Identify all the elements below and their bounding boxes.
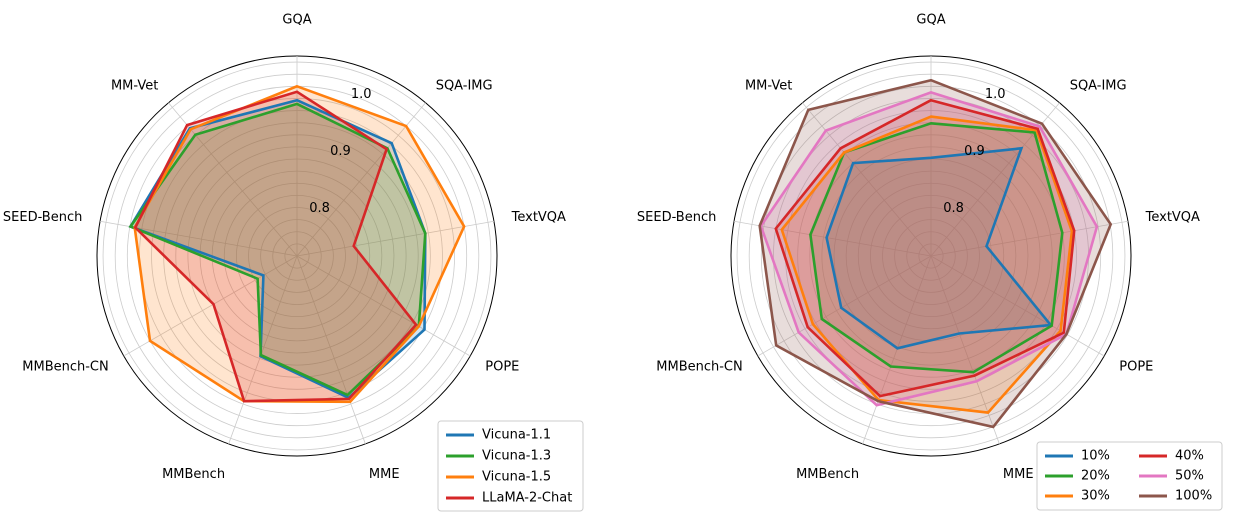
axis-label: POPE xyxy=(1119,360,1153,375)
series xyxy=(128,84,466,404)
radar-chart-2: 0.8 0.9 1.0 GQA SQA-IMG TextVQA POPE MME MMBench… xyxy=(637,13,1223,511)
spoke xyxy=(123,255,298,357)
radial-tick-label: 0.9 xyxy=(964,144,985,159)
axis-labels: GQA SQA-IMG TextVQA POPE MME MMBench MMBench-C… xyxy=(3,13,566,483)
spoke xyxy=(930,220,1129,257)
radial-tick-label: 1.0 xyxy=(351,87,372,102)
series-fill-100% xyxy=(759,80,1111,427)
series-fill-LLaMA-2-Chat xyxy=(135,91,417,402)
series-fill-20% xyxy=(810,123,1063,373)
series-line-10% xyxy=(825,146,1054,350)
legend-label: 40% xyxy=(1175,449,1204,464)
axis-label: TextVQA xyxy=(1145,210,1200,225)
axis-labels: GQA SQA-IMG TextVQA POPE MME MMBench MMBench-C… xyxy=(637,13,1200,483)
radial-tick-label: 0.8 xyxy=(309,201,330,216)
axis-label: SQA-IMG xyxy=(436,78,493,93)
legend-label: 30% xyxy=(1081,489,1110,504)
series-fill-10% xyxy=(826,148,1051,349)
axis-label: MME xyxy=(369,467,400,482)
series-line-LLaMA-2-Chat xyxy=(133,90,418,403)
spoke xyxy=(296,220,495,257)
spoke xyxy=(296,255,366,445)
series-line-30% xyxy=(780,115,1074,414)
series-line-Vicuna-1.5 xyxy=(133,84,466,404)
legend-box xyxy=(437,420,584,512)
axis-label: POPE xyxy=(485,360,519,375)
spoke xyxy=(930,255,1105,357)
series-fill-Vicuna-1.3 xyxy=(130,103,426,396)
legend-label: 20% xyxy=(1081,469,1110,484)
radial-ticks: 0.8 0.9 1.0 xyxy=(309,87,371,216)
axis-label: TextVQA xyxy=(511,210,566,225)
axis-label: GQA xyxy=(916,13,945,28)
spoke xyxy=(802,102,932,257)
legend-label: 100% xyxy=(1175,489,1212,504)
radial-ticks: 0.8 0.9 1.0 xyxy=(943,87,1005,216)
axis-label: MM-Vet xyxy=(111,78,158,93)
spoke xyxy=(296,102,426,257)
radar-chart-1: 0.8 0.9 1.0 GQA SQA-IMG TextVQA POPE MME MMBench… xyxy=(3,13,584,512)
radial-tick-label: 0.8 xyxy=(943,201,964,216)
series-fill-Vicuna-1.1 xyxy=(130,100,426,398)
series-line-20% xyxy=(809,121,1064,374)
grid xyxy=(730,55,1132,457)
axis-label: GQA xyxy=(282,13,311,28)
axis-label: MMBench xyxy=(162,467,225,482)
axis-label: SEED-Bench xyxy=(637,210,716,225)
spoke xyxy=(228,255,298,445)
series-line-Vicuna-1.3 xyxy=(128,102,427,397)
series-line-40% xyxy=(774,98,1076,398)
series-line-100% xyxy=(758,78,1113,429)
series-fill-30% xyxy=(781,116,1072,413)
series xyxy=(758,78,1113,429)
axis-label: MMBench xyxy=(796,467,859,482)
radial-tick-label: 0.9 xyxy=(330,144,351,159)
series-line-50% xyxy=(759,91,1099,407)
legend-label: LLaMA-2-Chat xyxy=(482,491,572,506)
legend-label: 10% xyxy=(1081,449,1110,464)
radial-tick-label: 1.0 xyxy=(985,87,1006,102)
axis-label: MM-Vet xyxy=(745,78,792,93)
spoke xyxy=(296,255,471,357)
spoke xyxy=(733,220,932,257)
axis-label: MME xyxy=(1003,467,1034,482)
spoke xyxy=(757,255,932,357)
spoke xyxy=(862,255,932,445)
legend-label: Vicuna-1.3 xyxy=(482,449,551,464)
legend-label: 50% xyxy=(1175,469,1204,484)
legend-label: Vicuna-1.1 xyxy=(482,428,551,443)
legend-box xyxy=(1036,441,1223,511)
axis-label: SEED-Bench xyxy=(3,210,82,225)
legend-label: Vicuna-1.5 xyxy=(482,470,551,485)
legend: Vicuna-1.1 Vicuna-1.3 Vicuna-1.5 LLaMA-2-Ch… xyxy=(437,420,584,512)
axis-label: MMBench-CN xyxy=(22,360,108,375)
axis-label: MMBench-CN xyxy=(656,360,742,375)
axis-label: SQA-IMG xyxy=(1070,78,1127,93)
legend: 10% 20% 30% 40% 50% 100% xyxy=(1036,441,1223,511)
